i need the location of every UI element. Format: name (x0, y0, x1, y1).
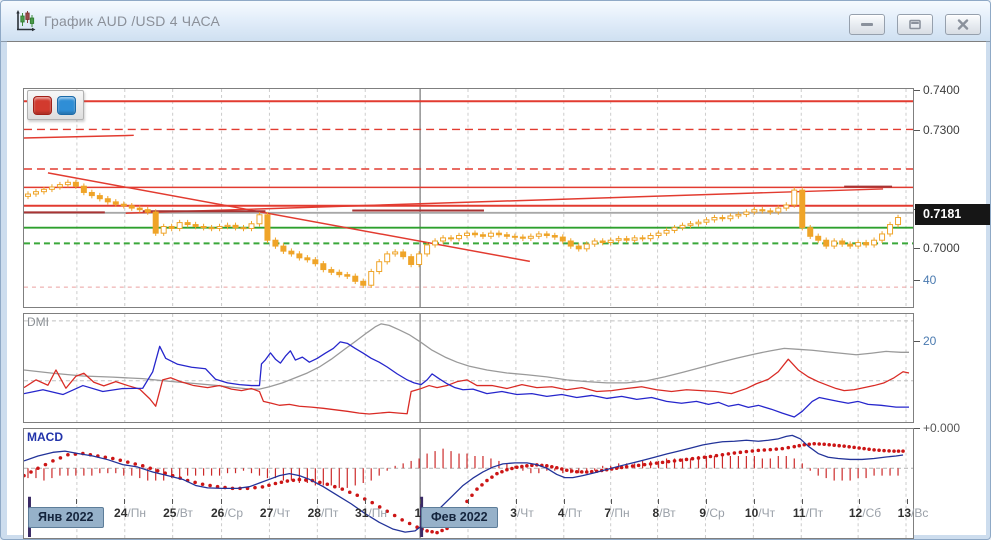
month-tag-feb: Фев 2022 (421, 507, 498, 528)
axis-tick (914, 280, 920, 281)
time-label-weekday: /Пн (611, 506, 630, 520)
price-pane[interactable] (23, 88, 914, 308)
time-label-day: 12 (848, 506, 863, 520)
month-tag-jan: Янв 2022 (28, 507, 104, 528)
time-label: 7/Пн (589, 506, 645, 520)
current-price-tag: 0.7181 (915, 204, 990, 225)
time-label-day: 10 (744, 506, 759, 520)
price-axis-label: 0.7000 (923, 241, 960, 255)
dmi-axis-label: 20 (923, 334, 937, 348)
time-axis-tick (468, 499, 469, 504)
time-label-weekday: /Вт (176, 506, 193, 520)
time-label-day: 28 (307, 506, 321, 520)
time-label-day: 7 (604, 506, 612, 520)
time-label: 9/Ср (684, 506, 740, 520)
time-axis-tick (859, 499, 860, 504)
time-label-weekday: /Сб (862, 506, 882, 520)
dmi-axis-label: 40 (923, 273, 937, 287)
time-label-day: 27 (259, 506, 274, 520)
time-axis-tick (754, 499, 755, 504)
time-axis-tick (564, 499, 565, 504)
time-label: 25/Вт (150, 506, 206, 520)
time-axis-tick (172, 499, 173, 504)
time-label: 26/Ср (199, 506, 255, 520)
time-axis-tick (658, 499, 659, 504)
time-label: 31/Пн (343, 506, 399, 520)
time-label-weekday: /Пт (564, 506, 583, 520)
time-label: 13/Вс (885, 506, 941, 520)
time-label-weekday: /Пн (368, 506, 387, 520)
macd-pane-svg (24, 429, 913, 538)
window-titlebar[interactable]: График AUD /USD 4 ЧАСА (1, 1, 990, 42)
price-axis-label: 0.7400 (923, 83, 960, 97)
time-label-weekday: /Ср (706, 506, 725, 520)
price-pane-svg (24, 89, 913, 307)
time-label-day: 1 (414, 506, 422, 520)
time-label-day: 8 (652, 506, 660, 520)
time-label-day: 4 (557, 506, 565, 520)
time-axis-tick (611, 499, 612, 504)
time-label-day: 9 (699, 506, 706, 520)
time-label-weekday: /Пт (805, 506, 824, 520)
time-label-day: 11 (792, 506, 806, 520)
time-label-day: 13 (897, 506, 911, 520)
time-axis-tick (76, 499, 77, 504)
window-controls (849, 14, 981, 35)
time-label-weekday: /Чт (516, 506, 534, 520)
time-label: 11/Пт (780, 506, 836, 520)
time-label-day: 24 (114, 506, 128, 520)
time-label-weekday: /Пт (320, 506, 339, 520)
axis-tick (914, 129, 920, 131)
axis-tick (914, 428, 920, 429)
axis-tick (914, 341, 920, 342)
blue-marker-button[interactable] (57, 95, 76, 115)
chart-client-area: DMI MACD 0.7181 Янв 2022 Фев 2022 0.7400… (7, 41, 990, 539)
time-label-day: 26 (210, 506, 225, 520)
macd-axis-label: +0.000 (923, 421, 961, 435)
time-label: 10/Чт (732, 506, 788, 520)
price-axis-label: 0.7300 (923, 122, 960, 137)
time-label-weekday: /Вс (911, 506, 929, 520)
window-title: График AUD /USD 4 ЧАСА (44, 13, 221, 29)
red-marker-button[interactable] (33, 95, 52, 115)
time-label: 8/Вт (636, 506, 692, 520)
time-label-day: 25 (163, 506, 177, 520)
dmi-pane[interactable] (23, 313, 914, 423)
time-axis-tick (269, 499, 270, 504)
time-label-weekday: /Чт (273, 506, 291, 520)
close-button[interactable] (945, 14, 981, 35)
dmi-pane-svg (24, 314, 913, 422)
candlestick-chart-icon (14, 9, 36, 33)
time-axis-tick (221, 499, 222, 504)
axis-tick (914, 248, 920, 249)
time-label: 12/Сб (837, 506, 893, 520)
time-axis-tick (317, 499, 318, 504)
axis-tick (914, 90, 920, 91)
time-axis-tick (802, 499, 803, 504)
time-axis-tick (365, 499, 366, 504)
chart-toolbar (27, 90, 84, 120)
time-label-weekday: /Пн (127, 506, 146, 520)
time-label-day: 3 (510, 506, 517, 520)
time-axis-tick (907, 499, 908, 504)
time-label: 28/Пт (295, 506, 351, 520)
time-label: 4/Пт (542, 506, 598, 520)
time-label-weekday: /Чт (758, 506, 776, 520)
time-label: 24/Пн (102, 506, 158, 520)
time-label-weekday: /Ср (224, 506, 244, 520)
time-label: 27/Чт (247, 506, 303, 520)
restore-button[interactable] (897, 14, 933, 35)
time-axis-tick (706, 499, 707, 504)
time-label-day: 31 (355, 506, 369, 520)
minimize-button[interactable] (849, 14, 885, 35)
time-axis-tick (420, 499, 421, 504)
time-axis-tick (124, 499, 125, 504)
time-label-weekday: /Вт (659, 506, 676, 520)
time-axis-tick (516, 499, 517, 504)
time-label: 3/Чт (494, 506, 550, 520)
